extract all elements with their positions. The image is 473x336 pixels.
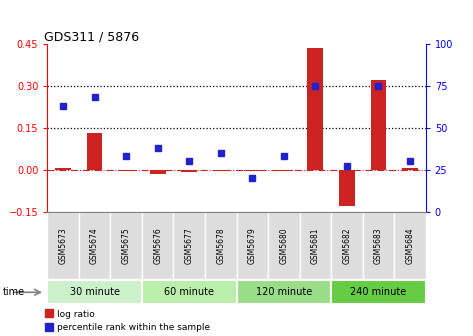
Text: 120 minute: 120 minute [256,287,312,297]
Text: 240 minute: 240 minute [350,287,406,297]
FancyBboxPatch shape [331,280,426,304]
FancyBboxPatch shape [236,280,331,304]
Text: GSM5679: GSM5679 [248,227,257,264]
Bar [276,170,292,171]
Text: GSM5678: GSM5678 [216,227,225,264]
Text: GSM5680: GSM5680 [279,227,289,264]
Bar [402,168,418,170]
Bar [181,170,197,172]
Text: GSM5675: GSM5675 [122,227,131,264]
FancyBboxPatch shape [174,212,205,279]
FancyBboxPatch shape [299,212,331,279]
Text: GSM5682: GSM5682 [342,227,351,263]
FancyBboxPatch shape [47,212,79,279]
Text: GSM5674: GSM5674 [90,227,99,264]
Text: time: time [2,287,25,297]
Text: GSM5681: GSM5681 [311,227,320,263]
Bar [150,170,166,174]
Bar [370,80,386,170]
Text: GSM5683: GSM5683 [374,227,383,264]
Bar [339,170,355,206]
Bar [87,133,103,170]
FancyBboxPatch shape [142,280,236,304]
FancyBboxPatch shape [47,280,142,304]
Bar [307,48,323,170]
Text: GSM5684: GSM5684 [405,227,414,264]
Text: GDS311 / 5876: GDS311 / 5876 [44,31,139,44]
FancyBboxPatch shape [205,212,236,279]
FancyBboxPatch shape [79,212,110,279]
FancyBboxPatch shape [268,212,299,279]
FancyBboxPatch shape [394,212,426,279]
Bar [245,170,260,171]
Text: GSM5676: GSM5676 [153,227,162,264]
Bar [118,170,134,171]
FancyBboxPatch shape [331,212,363,279]
Text: 60 minute: 60 minute [164,287,214,297]
FancyBboxPatch shape [236,212,268,279]
Bar [55,168,71,170]
Legend: log ratio, percentile rank within the sample: log ratio, percentile rank within the sa… [43,306,213,336]
Text: 30 minute: 30 minute [70,287,120,297]
Bar [213,170,228,171]
Text: GSM5677: GSM5677 [184,227,194,264]
FancyBboxPatch shape [363,212,394,279]
FancyBboxPatch shape [110,212,142,279]
FancyBboxPatch shape [142,212,174,279]
Text: GSM5673: GSM5673 [59,227,68,264]
